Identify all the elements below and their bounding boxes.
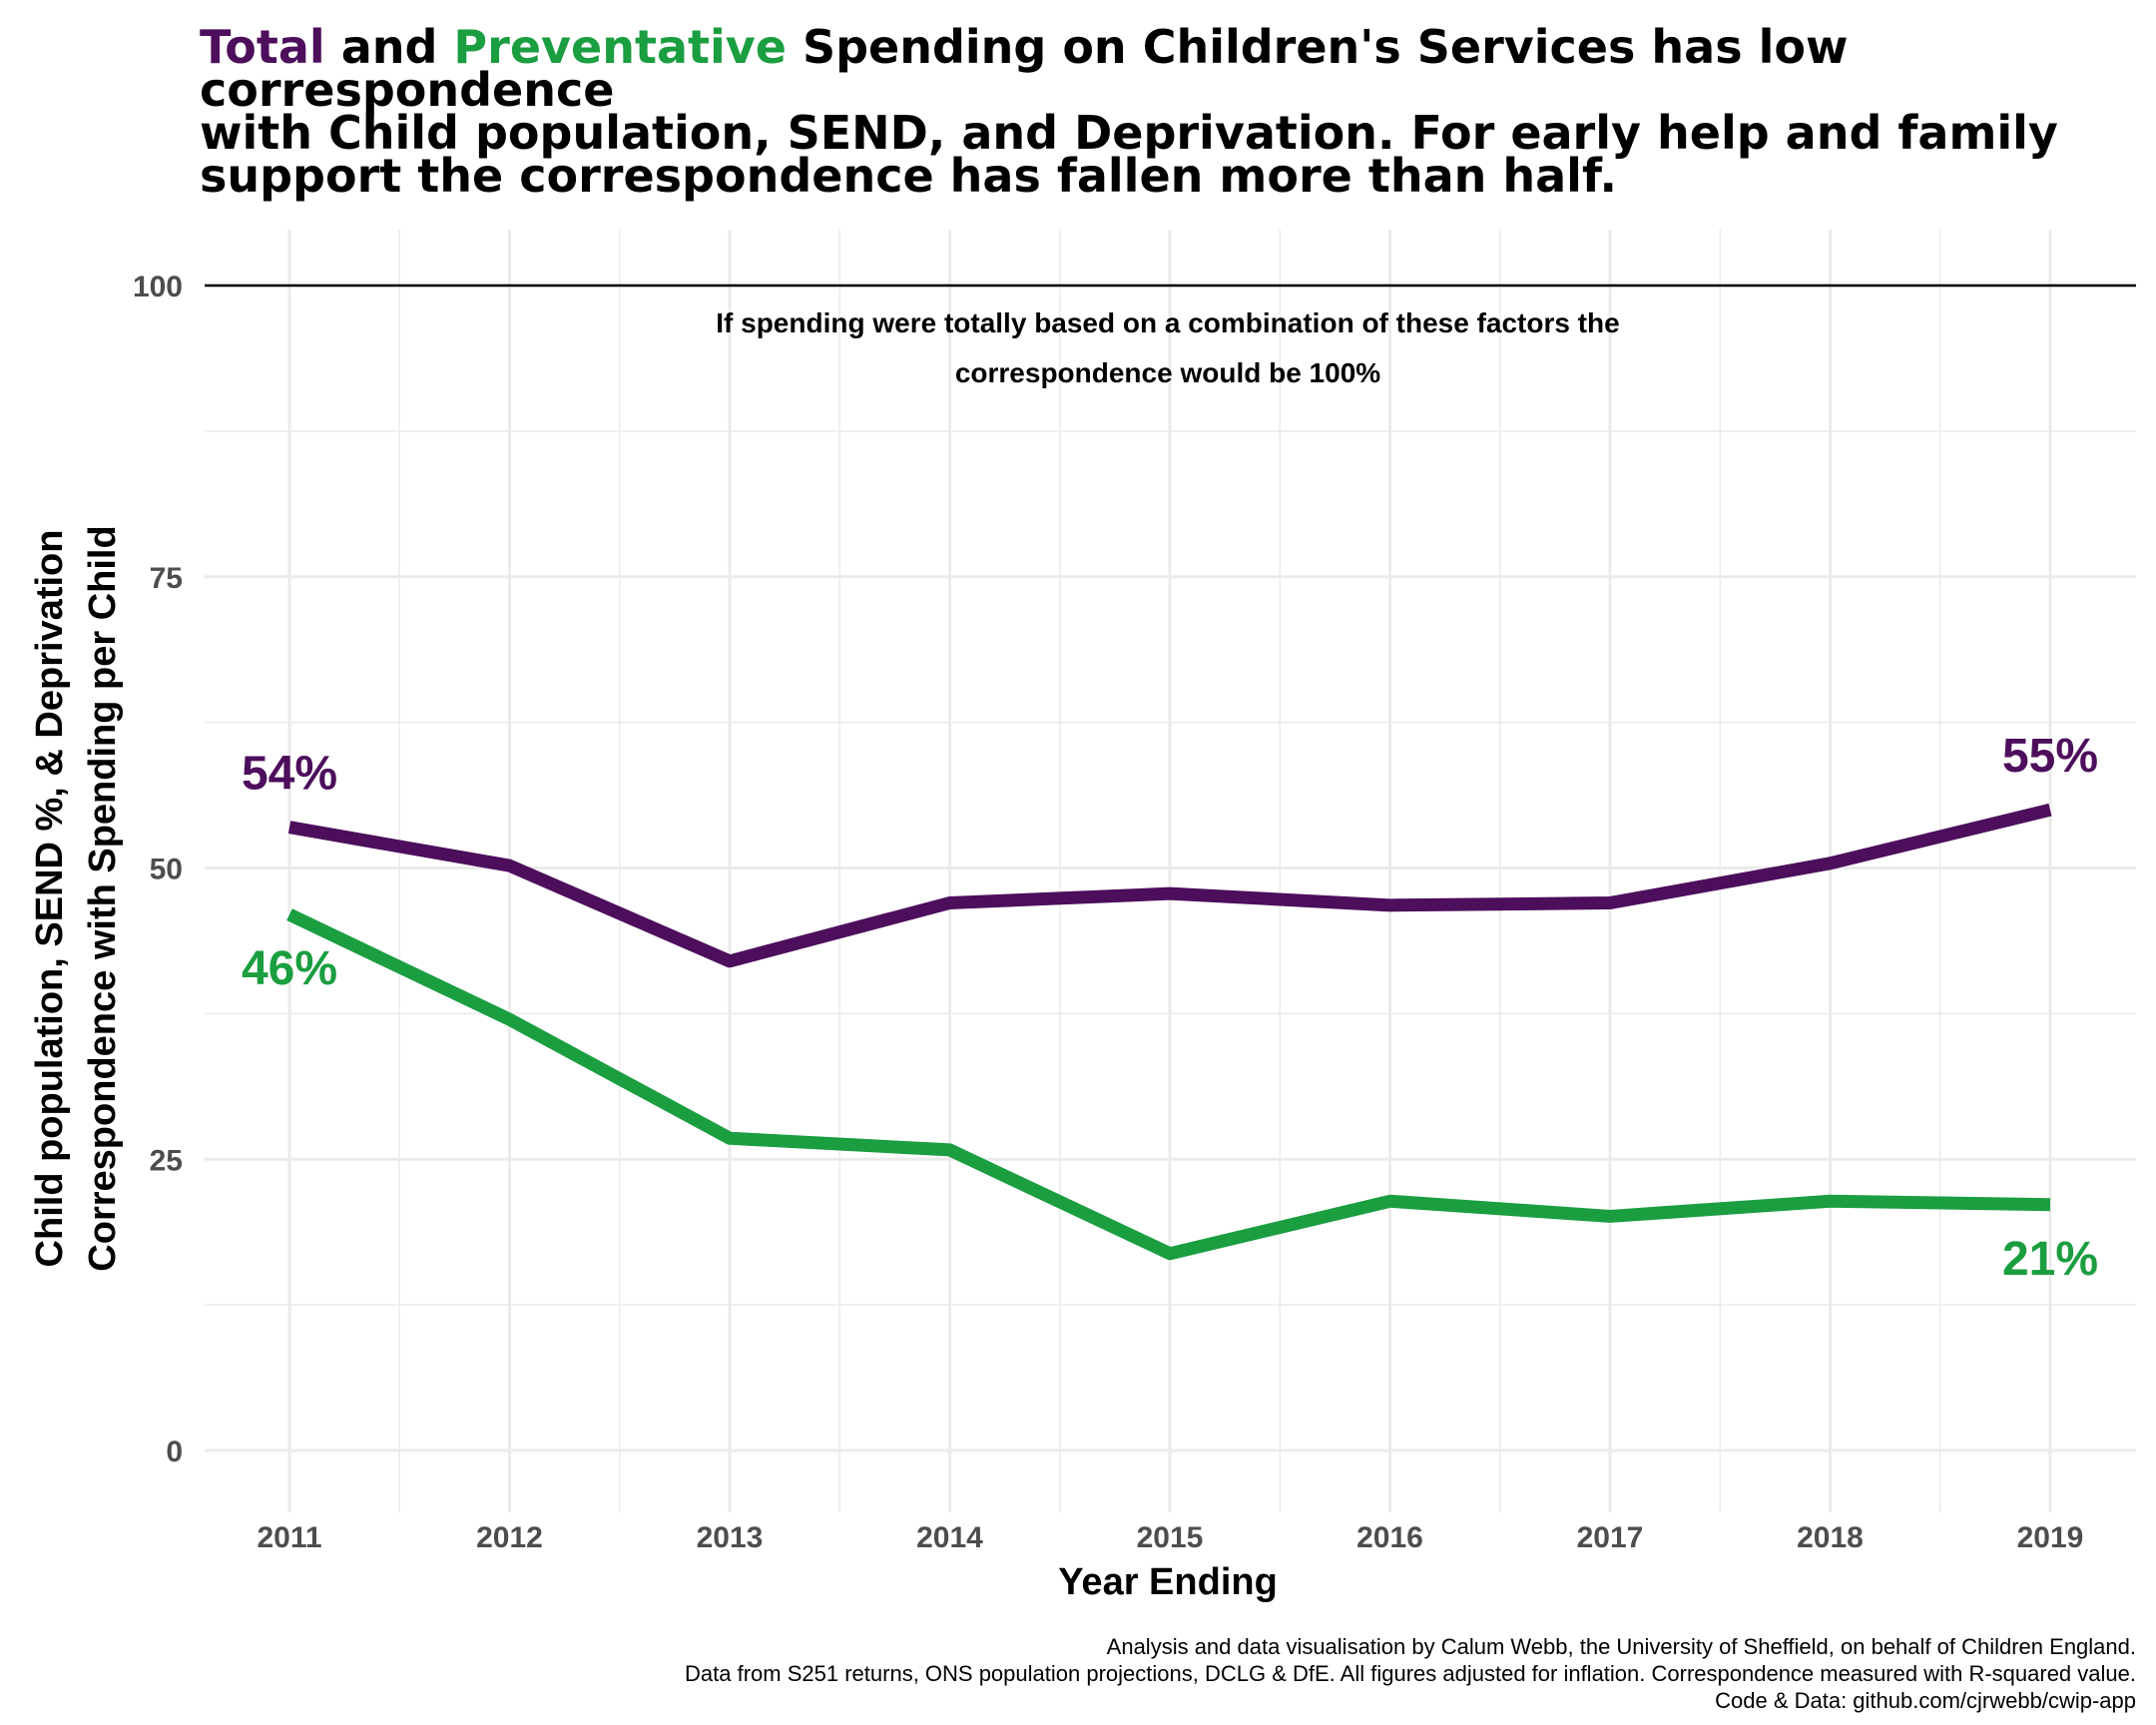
y-tick-label: 0: [166, 1436, 183, 1468]
y-tick-label: 25: [150, 1144, 183, 1177]
chart-title: Total and Preventative Spending on Child…: [200, 24, 2116, 203]
x-tick-labels: 2011 2012 2013 2014 2015 2016 2017 2018 2019: [257, 1521, 2083, 1554]
x-tick-label: 2013: [697, 1521, 764, 1554]
x-tick-label: 2016: [1356, 1521, 1423, 1554]
label-end-preventative: 21%: [2002, 1233, 2098, 1286]
series-labels-layer: 54% 55% 46% 21%: [242, 730, 2098, 1286]
x-tick-label: 2012: [476, 1521, 543, 1554]
annotation-line-2: correspondence would be 100%: [955, 357, 1380, 388]
x-tick-label: 2018: [1797, 1521, 1864, 1554]
title-word-total: Total: [200, 20, 325, 74]
title-line-1-rest: Spending on Children's Services has low …: [200, 20, 1849, 117]
y-axis-label-line-2: Correspondence with Spending per Child: [82, 525, 124, 1271]
grid-major: [205, 230, 2136, 1512]
title-line-1: Total and Preventative Spending on Child…: [200, 24, 2116, 113]
caption-line-2: Data from S251 returns, ONS population p…: [685, 1661, 2136, 1686]
x-tick-label: 2014: [916, 1521, 983, 1554]
caption-line-1: Analysis and data visualisation by Calum…: [1106, 1634, 2136, 1659]
label-end-total: 55%: [2002, 730, 2098, 783]
title-line-3: support the correspondence has fallen mo…: [200, 149, 1617, 203]
title-word-preventative: Preventative: [453, 20, 787, 74]
y-axis-label-line-1: Child population, SEND %, & Deprivation: [29, 530, 71, 1268]
x-axis-label: Year Ending: [1058, 1561, 1278, 1603]
label-start-preventative: 46%: [242, 942, 337, 995]
y-tick-label: 100: [133, 271, 183, 303]
series-line-preventative: [286, 908, 2051, 1261]
y-tick-label: 75: [150, 562, 183, 595]
title-word-and: and: [340, 20, 438, 74]
y-tick-label: 50: [150, 854, 183, 886]
x-tick-label: 2019: [2017, 1521, 2084, 1554]
annotation-layer: If spending were totally based on a comb…: [716, 307, 1619, 388]
title-line-2: with Child population, SEND, and Depriva…: [200, 106, 2058, 160]
annotation-line-1: If spending were totally based on a comb…: [716, 307, 1619, 338]
y-tick-labels: 0 25 50 75 100: [133, 271, 183, 1468]
label-start-total: 54%: [242, 748, 337, 801]
chart-caption: Analysis and data visualisation by Calum…: [685, 1633, 2136, 1714]
caption-line-3: Code & Data: github.com/cjrwebb/cwip-app: [1715, 1688, 2136, 1713]
x-tick-label: 2015: [1137, 1521, 1204, 1554]
x-tick-label: 2017: [1577, 1521, 1644, 1554]
series-layer: [286, 803, 2052, 1261]
x-tick-label: 2011: [257, 1521, 321, 1554]
series-line-total: [287, 803, 2052, 968]
